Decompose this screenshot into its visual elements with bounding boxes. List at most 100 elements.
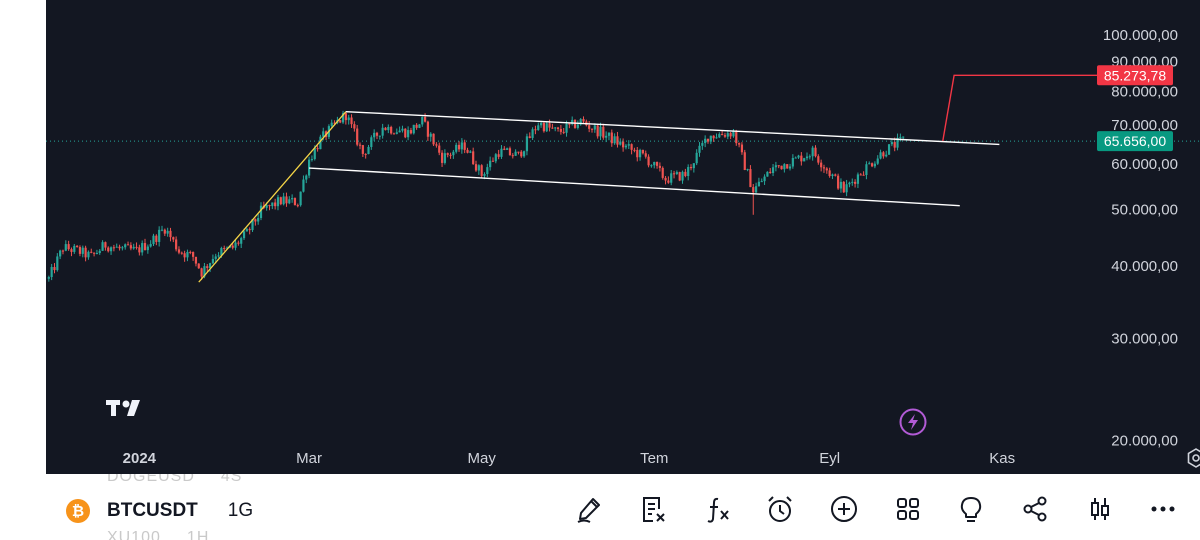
candle-body xyxy=(341,113,345,123)
candle-body xyxy=(276,197,280,207)
add-button[interactable] xyxy=(828,493,860,525)
candle-body xyxy=(472,151,475,165)
candle-body xyxy=(774,165,777,168)
candle-body xyxy=(387,126,390,131)
layouts-button[interactable] xyxy=(892,493,924,525)
candle-body xyxy=(627,144,630,146)
candle-body xyxy=(687,167,690,177)
candle-body xyxy=(460,142,463,150)
candle-body xyxy=(865,164,868,176)
candle-body xyxy=(296,205,299,207)
candle-body xyxy=(149,244,152,247)
candle-body xyxy=(392,133,396,135)
ghost-symbol-row-bottom: XU100 1H xyxy=(107,529,235,540)
candle-body xyxy=(78,247,82,254)
candle-body xyxy=(856,174,860,184)
candle-body xyxy=(466,149,469,153)
candle-body xyxy=(624,145,628,148)
candle-body xyxy=(805,156,809,159)
candle-body xyxy=(194,256,198,264)
candle-body xyxy=(254,219,257,222)
candle-body xyxy=(172,237,175,240)
draw-button[interactable] xyxy=(574,493,606,525)
symbol-selector[interactable]: ₿ BTCUSDT 1G xyxy=(66,496,253,526)
candle-body xyxy=(70,249,73,252)
candle-body xyxy=(211,258,215,264)
candle-body xyxy=(712,135,715,139)
candle-body xyxy=(166,230,169,234)
candle-body xyxy=(480,165,483,176)
candle-body xyxy=(265,205,268,208)
candle-body xyxy=(494,154,497,162)
candle-body xyxy=(361,145,364,154)
candle-body xyxy=(138,247,141,253)
price-axis[interactable]: 20.000,00 30.000,00 40.000,00 50.000,00 60.0… xyxy=(1103,27,1178,449)
more-button[interactable] xyxy=(1147,493,1179,525)
candle-body xyxy=(820,162,823,168)
settings-icon[interactable] xyxy=(1184,446,1200,470)
candle-body xyxy=(771,167,775,173)
candle-body xyxy=(845,184,848,193)
candle-body xyxy=(121,247,124,249)
candle-body xyxy=(732,131,735,137)
candle-body xyxy=(367,146,370,155)
candle-body xyxy=(834,174,837,176)
time-axis[interactable]: 2024 Mar May Tem Eyl Kas xyxy=(123,450,1015,467)
candle-body xyxy=(474,164,478,171)
interval-selector[interactable]: 1G xyxy=(227,500,254,521)
candle-body xyxy=(735,131,738,144)
candle-body xyxy=(489,160,492,168)
candle-body xyxy=(299,191,302,206)
target-projection-line xyxy=(942,74,1138,142)
candle-body xyxy=(169,230,172,238)
candle-body xyxy=(837,175,840,189)
candle-body xyxy=(56,256,59,271)
candle-body xyxy=(395,132,398,134)
candle-body xyxy=(81,247,84,254)
candle-body xyxy=(302,179,305,192)
flash-icon[interactable] xyxy=(898,407,928,437)
candle-body xyxy=(203,266,206,277)
candle-body xyxy=(684,171,687,177)
candle-body xyxy=(288,199,291,204)
candle-body xyxy=(322,131,325,137)
candle-body xyxy=(689,167,693,169)
candle-body xyxy=(848,182,851,185)
candle-body xyxy=(613,136,616,144)
candle-body xyxy=(749,169,752,188)
candle-body xyxy=(220,248,223,256)
candle-body xyxy=(738,143,741,145)
candle-body xyxy=(568,123,571,125)
candle-body xyxy=(715,137,718,139)
candle-body xyxy=(443,153,446,163)
alert-button[interactable] xyxy=(764,493,796,525)
ideas-button[interactable] xyxy=(955,493,987,525)
notes-button[interactable] xyxy=(638,493,670,525)
candle-body xyxy=(616,136,619,145)
candle-body xyxy=(593,125,596,130)
candle-body xyxy=(112,247,115,249)
candle-body xyxy=(791,158,794,167)
candle-body xyxy=(811,147,814,157)
candle-body xyxy=(859,174,862,176)
candle-body xyxy=(721,134,724,136)
candle-body xyxy=(274,202,277,207)
add-icon xyxy=(831,496,857,522)
candle-body xyxy=(440,152,444,163)
candle-style-button[interactable] xyxy=(1084,493,1116,525)
price-chart[interactable]: 20.000,00 30.000,00 40.000,00 50.000,00 60.0… xyxy=(46,0,1200,474)
candle-body xyxy=(282,196,285,205)
candle-body xyxy=(743,152,746,170)
candle-body xyxy=(364,153,367,155)
candle-body xyxy=(344,113,347,121)
candle-body xyxy=(879,152,882,159)
bitcoin-icon: ₿ xyxy=(66,499,90,523)
candle-body xyxy=(251,219,254,231)
candle-body xyxy=(370,137,373,147)
indicators-button[interactable] xyxy=(702,493,734,525)
candle-body xyxy=(381,127,384,136)
candle-body xyxy=(814,147,817,157)
candle-body xyxy=(766,171,769,177)
share-button[interactable] xyxy=(1019,493,1051,525)
chart-area[interactable]: 20.000,00 30.000,00 40.000,00 50.000,00 60.0… xyxy=(46,0,1200,474)
